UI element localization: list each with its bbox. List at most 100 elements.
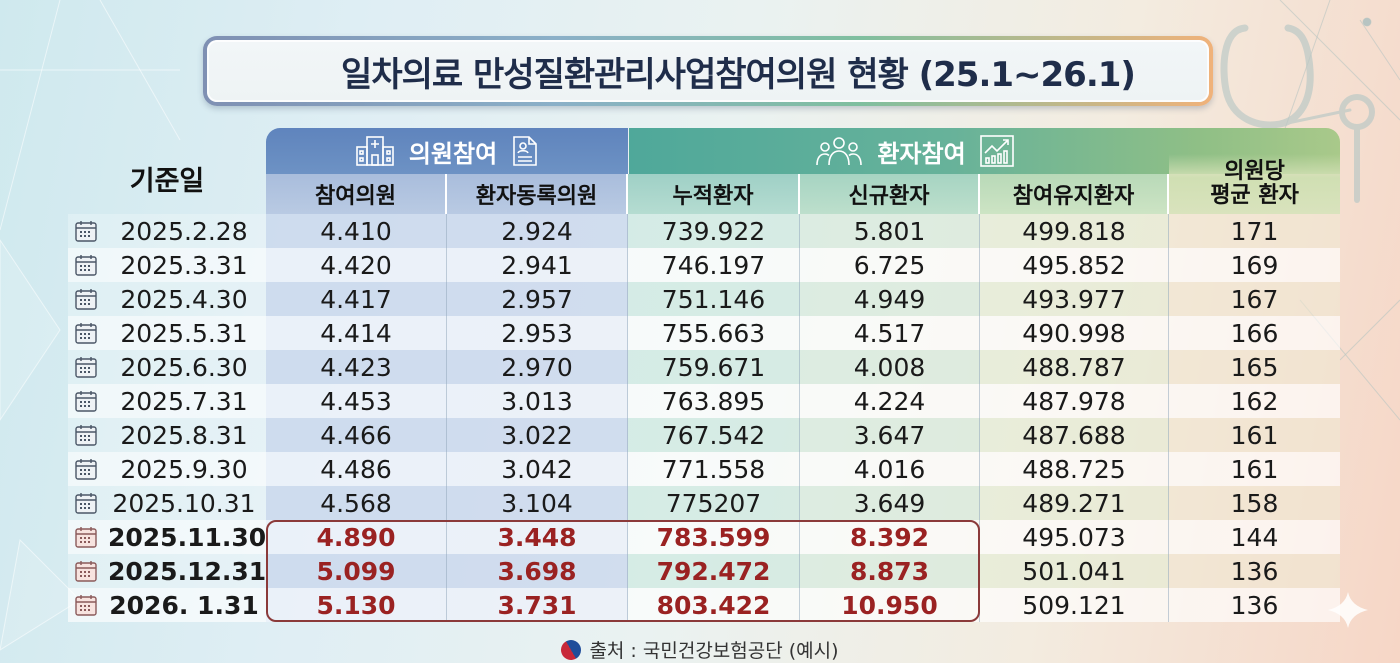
cell-avg-patients: 166 bbox=[1169, 316, 1340, 350]
date-text: 2025.12.31 bbox=[108, 556, 267, 586]
cell-retained-patients: 493.977 bbox=[980, 282, 1169, 316]
cell-retained-patients: 499.818 bbox=[980, 214, 1169, 248]
calendar-icon bbox=[74, 253, 98, 277]
calendar-icon bbox=[74, 525, 98, 549]
cell-registered-clinics: 2.924 bbox=[447, 214, 628, 248]
clinic-participation-group-header: 의원참여 bbox=[266, 128, 628, 174]
table-row: 2025.5.31 4.414 2.953 755.663 4.517 490.998 16… bbox=[68, 316, 1340, 350]
table-row: 2025.4.30 4.417 2.957 751.146 4.949 493.977 16… bbox=[68, 282, 1340, 316]
cell-new-patients: 3.647 bbox=[800, 418, 980, 452]
cell-cumulative-patients: 755.663 bbox=[628, 316, 800, 350]
cell-participating-clinics: 5.099 bbox=[266, 554, 447, 588]
cell-participating-clinics: 4.890 bbox=[266, 520, 447, 554]
source-text: 출처 : 국민건강보험공단 (예시) bbox=[589, 640, 839, 662]
cell-new-patients: 8.392 bbox=[800, 520, 980, 554]
cell-new-patients: 5.801 bbox=[800, 214, 980, 248]
cell-avg-patients: 167 bbox=[1169, 282, 1340, 316]
col-header-participating-clinics: 참여의원 bbox=[266, 174, 447, 214]
cell-new-patients: 6.725 bbox=[800, 248, 980, 282]
table-row: 2025.9.30 4.486 3.042 771.558 4.016 488.725 16… bbox=[68, 452, 1340, 486]
table-row: 2025.7.31 4.453 3.013 763.895 4.224 487.978 16… bbox=[68, 384, 1340, 418]
source-note: 출처 : 국민건강보험공단 (예시) bbox=[0, 635, 1400, 663]
date-text: 2025.5.31 bbox=[120, 318, 248, 348]
cell-retained-patients: 495.852 bbox=[980, 248, 1169, 282]
date-text: 2025.8.31 bbox=[120, 420, 248, 450]
cell-avg-patients: 169 bbox=[1169, 248, 1340, 282]
page-title: 일차의료 만성질환관리사업참여의원 현황 (25.1~26.1) bbox=[341, 54, 1136, 95]
cell-avg-patients: 165 bbox=[1169, 350, 1340, 384]
table-row: 2025.10.31 4.568 3.104 775207 3.649 489.271 15… bbox=[68, 486, 1340, 520]
cell-avg-patients: 136 bbox=[1169, 588, 1340, 622]
cell-retained-patients: 487.978 bbox=[980, 384, 1169, 418]
cell-new-patients: 4.517 bbox=[800, 316, 980, 350]
cell-participating-clinics: 5.130 bbox=[266, 588, 447, 622]
date-cell: 2025.5.31 bbox=[68, 316, 266, 350]
date-cell: 2025.6.30 bbox=[68, 350, 266, 384]
table-row: 2025.3.31 4.420 2.941 746.197 6.725 495.852 16… bbox=[68, 248, 1340, 282]
cell-cumulative-patients: 739.922 bbox=[628, 214, 800, 248]
cell-cumulative-patients: 767.542 bbox=[628, 418, 800, 452]
cell-cumulative-patients: 792.472 bbox=[628, 554, 800, 588]
col-header-avg-patients-per-clinic: 의원당 평균 환자 bbox=[1169, 154, 1340, 214]
cell-participating-clinics: 4.486 bbox=[266, 452, 447, 486]
patient-participation-label: 환자참여 bbox=[877, 139, 966, 168]
cell-retained-patients: 489.271 bbox=[980, 486, 1169, 520]
cell-cumulative-patients: 746.197 bbox=[628, 248, 800, 282]
cell-retained-patients: 488.787 bbox=[980, 350, 1169, 384]
cell-avg-patients: 158 bbox=[1169, 486, 1340, 520]
date-cell: 2025.4.30 bbox=[68, 282, 266, 316]
col-header-new-patients: 신규환자 bbox=[800, 174, 980, 214]
cell-new-patients: 8.873 bbox=[800, 554, 980, 588]
cell-avg-patients: 162 bbox=[1169, 384, 1340, 418]
cell-retained-patients: 495.073 bbox=[980, 520, 1169, 554]
government-logo-icon bbox=[557, 635, 586, 663]
calendar-icon bbox=[74, 423, 98, 447]
calendar-icon bbox=[74, 287, 98, 311]
title-banner: 일차의료 만성질환관리사업참여의원 현황 (25.1~26.1) bbox=[203, 36, 1213, 106]
col-header-retained-patients: 참여유지환자 bbox=[980, 174, 1169, 214]
cell-participating-clinics: 4.414 bbox=[266, 316, 447, 350]
cell-cumulative-patients: 783.599 bbox=[628, 520, 800, 554]
calendar-icon bbox=[74, 321, 98, 345]
cell-new-patients: 4.949 bbox=[800, 282, 980, 316]
date-cell: 2025.2.28 bbox=[68, 214, 266, 248]
cell-new-patients: 3.649 bbox=[800, 486, 980, 520]
growth-chart-icon bbox=[979, 135, 1014, 167]
calendar-icon bbox=[74, 389, 98, 413]
calendar-icon bbox=[74, 457, 98, 481]
cell-cumulative-patients: 771.558 bbox=[628, 452, 800, 486]
cell-registered-clinics: 3.104 bbox=[447, 486, 628, 520]
cell-participating-clinics: 4.410 bbox=[266, 214, 447, 248]
cell-participating-clinics: 4.423 bbox=[266, 350, 447, 384]
cell-participating-clinics: 4.420 bbox=[266, 248, 447, 282]
calendar-icon bbox=[74, 491, 98, 515]
cell-participating-clinics: 4.568 bbox=[266, 486, 447, 520]
cell-participating-clinics: 4.466 bbox=[266, 418, 447, 452]
cell-avg-patients: 171 bbox=[1169, 214, 1340, 248]
cell-registered-clinics: 3.698 bbox=[447, 554, 628, 588]
patient-participation-group-header: 환자참여 bbox=[629, 128, 1340, 174]
table-row: 2025.2.28 4.410 2.924 739.922 5.801 499.818 17… bbox=[68, 214, 1340, 248]
cell-avg-patients: 144 bbox=[1169, 520, 1340, 554]
date-text: 2025.10.31 bbox=[112, 488, 256, 518]
date-cell: 2025.3.31 bbox=[68, 248, 266, 282]
date-cell: 2026. 1.31 bbox=[68, 588, 266, 622]
date-cell: 2025.9.30 bbox=[68, 452, 266, 486]
cell-participating-clinics: 4.453 bbox=[266, 384, 447, 418]
cell-registered-clinics: 3.042 bbox=[447, 452, 628, 486]
cell-registered-clinics: 2.953 bbox=[447, 316, 628, 350]
date-text: 2025.6.30 bbox=[120, 352, 248, 382]
clinic-participation-label: 의원참여 bbox=[408, 139, 498, 168]
date-cell: 2025.8.31 bbox=[68, 418, 266, 452]
date-cell: 2025.7.31 bbox=[68, 384, 266, 418]
cell-cumulative-patients: 751.146 bbox=[628, 282, 800, 316]
table-row: 2025.11.30 4.890 3.448 783.599 8.392 495.073 1… bbox=[68, 520, 1340, 554]
cell-registered-clinics: 2.970 bbox=[447, 350, 628, 384]
table-row: 2025.8.31 4.466 3.022 767.542 3.647 487.688 16… bbox=[68, 418, 1340, 452]
date-text: 2025.3.31 bbox=[120, 250, 248, 280]
cell-registered-clinics: 3.448 bbox=[447, 520, 628, 554]
date-text: 2026. 1.31 bbox=[109, 590, 259, 620]
col-header-cumulative-patients: 누적환자 bbox=[628, 174, 800, 214]
cell-retained-patients: 490.998 bbox=[980, 316, 1169, 350]
table-row: 2026. 1.31 5.130 3.731 803.422 10.950 509.121… bbox=[68, 588, 1340, 622]
